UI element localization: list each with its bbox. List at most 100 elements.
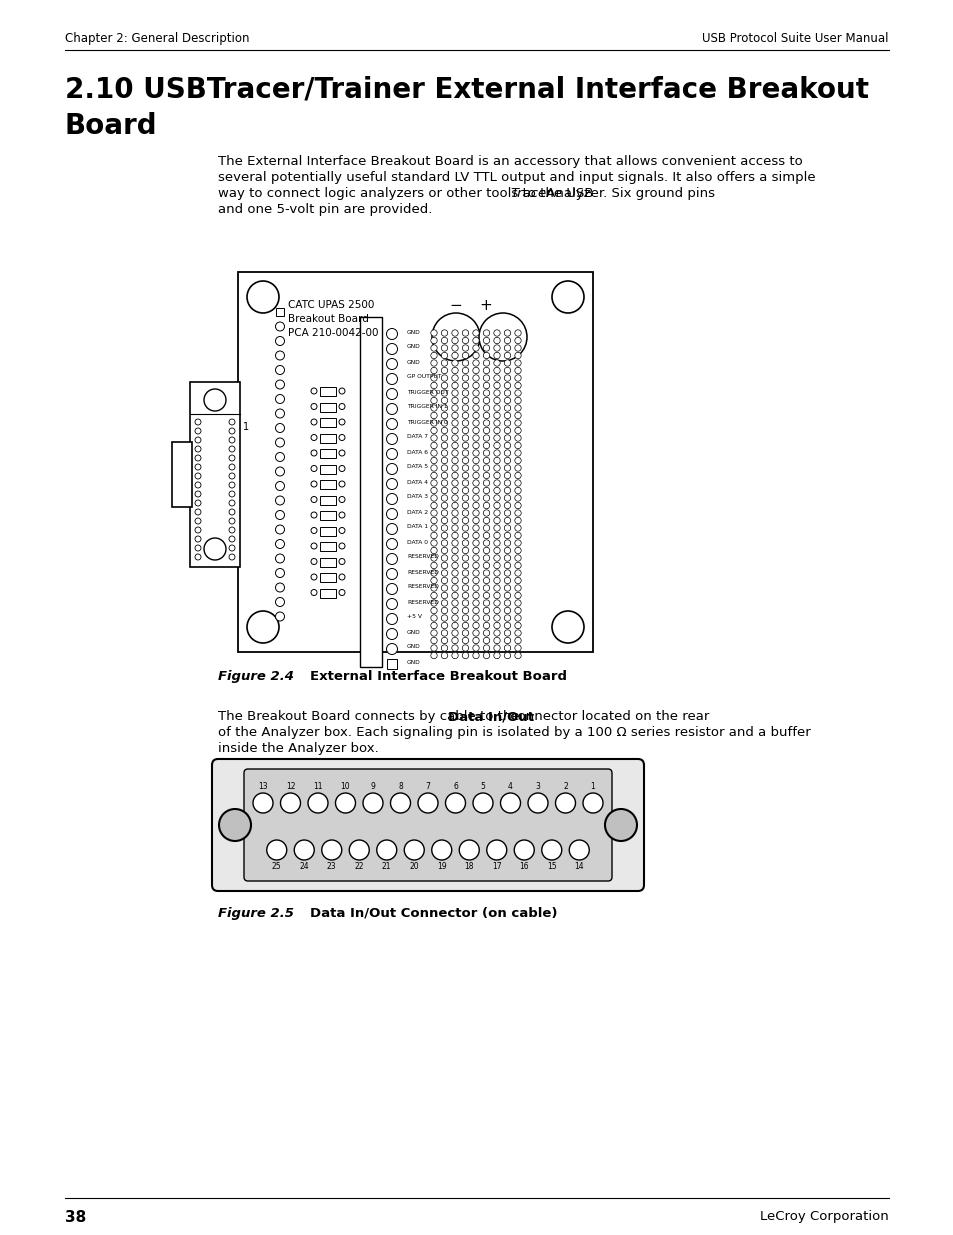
Circle shape: [338, 388, 345, 394]
Circle shape: [338, 574, 345, 580]
Circle shape: [452, 367, 457, 374]
Circle shape: [483, 420, 489, 426]
Circle shape: [515, 569, 520, 577]
Circle shape: [494, 405, 499, 411]
Circle shape: [473, 532, 478, 538]
Circle shape: [390, 793, 410, 813]
Circle shape: [504, 555, 510, 561]
Circle shape: [504, 630, 510, 636]
Circle shape: [338, 589, 345, 595]
Circle shape: [504, 330, 510, 336]
Circle shape: [504, 503, 510, 509]
Circle shape: [462, 352, 468, 358]
Circle shape: [504, 495, 510, 501]
Circle shape: [483, 450, 489, 456]
Circle shape: [483, 652, 489, 658]
Circle shape: [229, 464, 234, 471]
Circle shape: [452, 585, 457, 592]
Text: and one 5-volt pin are provided.: and one 5-volt pin are provided.: [218, 203, 432, 216]
Circle shape: [515, 457, 520, 463]
Circle shape: [473, 585, 478, 592]
Text: 7: 7: [425, 782, 430, 790]
Circle shape: [432, 312, 479, 361]
Circle shape: [247, 611, 278, 643]
Circle shape: [494, 593, 499, 599]
Circle shape: [417, 793, 437, 813]
Circle shape: [431, 547, 436, 553]
Circle shape: [462, 337, 468, 343]
Text: LeCroy Corporation: LeCroy Corporation: [760, 1210, 888, 1223]
Circle shape: [441, 398, 447, 404]
Circle shape: [462, 405, 468, 411]
Circle shape: [441, 442, 447, 448]
Circle shape: [275, 336, 284, 346]
Circle shape: [483, 383, 489, 389]
Circle shape: [515, 495, 520, 501]
Circle shape: [483, 600, 489, 606]
Circle shape: [311, 589, 316, 595]
Circle shape: [386, 389, 397, 399]
Circle shape: [452, 412, 457, 419]
Text: DATA 7: DATA 7: [407, 435, 428, 440]
Circle shape: [441, 480, 447, 487]
Circle shape: [431, 367, 436, 374]
Circle shape: [386, 494, 397, 505]
Circle shape: [483, 637, 489, 643]
Circle shape: [473, 608, 478, 614]
Circle shape: [494, 352, 499, 358]
Circle shape: [483, 510, 489, 516]
Circle shape: [335, 793, 355, 813]
Text: Figure 2.5: Figure 2.5: [218, 906, 294, 920]
Text: PCA 210-0042-00: PCA 210-0042-00: [288, 329, 378, 338]
Circle shape: [473, 645, 478, 651]
Circle shape: [462, 330, 468, 336]
Circle shape: [483, 593, 489, 599]
Circle shape: [494, 450, 499, 456]
Circle shape: [441, 367, 447, 374]
Circle shape: [431, 517, 436, 524]
Text: 23: 23: [327, 862, 336, 871]
Circle shape: [431, 600, 436, 606]
Circle shape: [441, 330, 447, 336]
Circle shape: [452, 637, 457, 643]
Bar: [319, 433, 335, 442]
Circle shape: [515, 480, 520, 487]
Circle shape: [311, 435, 316, 441]
Circle shape: [452, 420, 457, 426]
Circle shape: [494, 359, 499, 367]
Circle shape: [275, 409, 284, 417]
Circle shape: [473, 495, 478, 501]
Circle shape: [441, 547, 447, 553]
Text: DATA 3: DATA 3: [407, 494, 428, 499]
Text: 14: 14: [574, 862, 583, 871]
Circle shape: [311, 527, 316, 534]
Circle shape: [386, 583, 397, 594]
Circle shape: [275, 598, 284, 606]
Circle shape: [431, 390, 436, 396]
Circle shape: [338, 480, 345, 487]
Circle shape: [494, 540, 499, 546]
Circle shape: [515, 488, 520, 494]
Circle shape: [311, 404, 316, 410]
Circle shape: [431, 637, 436, 643]
Circle shape: [452, 503, 457, 509]
Circle shape: [275, 452, 284, 462]
Circle shape: [431, 412, 436, 419]
Circle shape: [494, 562, 499, 568]
Circle shape: [473, 367, 478, 374]
Circle shape: [494, 398, 499, 404]
Circle shape: [473, 517, 478, 524]
Circle shape: [504, 562, 510, 568]
Text: 21: 21: [381, 862, 391, 871]
Circle shape: [504, 390, 510, 396]
Text: DATA 6: DATA 6: [407, 450, 428, 454]
Circle shape: [494, 420, 499, 426]
Circle shape: [229, 482, 234, 488]
Circle shape: [452, 510, 457, 516]
Circle shape: [483, 442, 489, 448]
Circle shape: [229, 473, 234, 479]
Circle shape: [515, 622, 520, 629]
Text: External Interface Breakout Board: External Interface Breakout Board: [310, 671, 566, 683]
Circle shape: [494, 577, 499, 584]
Circle shape: [462, 585, 468, 592]
